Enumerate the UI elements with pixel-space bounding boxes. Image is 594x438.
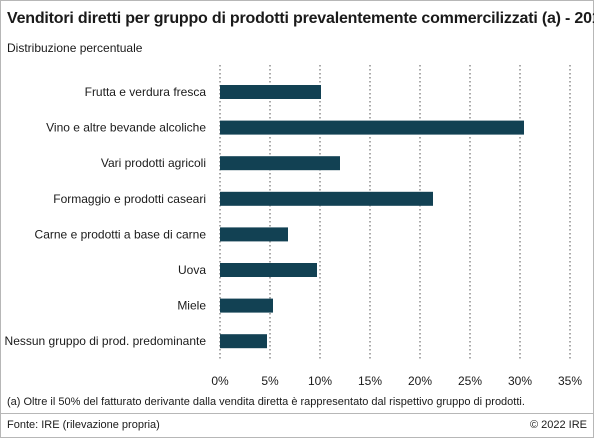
bar	[220, 85, 321, 99]
x-tick-label: 5%	[261, 374, 279, 388]
bar	[220, 334, 267, 349]
chart-subtitle: Distribuzione percentuale	[7, 41, 143, 55]
bar	[220, 227, 288, 242]
grid-lines	[219, 65, 571, 361]
category-label: Frutta e verdura fresca	[85, 85, 207, 99]
x-tick-labels: 0% 5% 10% 15% 20% 25% 30% 35%	[211, 374, 582, 388]
category-label: Formaggio e prodotti caseari	[53, 192, 206, 206]
x-tick-label: 0%	[211, 374, 229, 388]
bar-chart: Frutta e verdura fresca Vino e altre beva…	[5, 65, 582, 388]
x-tick-label: 25%	[458, 374, 482, 388]
bar	[220, 156, 340, 171]
copyright-text: © 2022 IRE	[529, 419, 587, 431]
x-tick-label: 30%	[508, 374, 532, 388]
category-labels: Frutta e verdura fresca Vino e altre beva…	[5, 85, 207, 348]
divider	[1, 413, 593, 414]
category-label: Uova	[178, 263, 206, 277]
chart-title: Venditori diretti per gruppo di prodotti…	[7, 10, 594, 27]
source-text: Fonte: IRE (rilevazione propria)	[7, 419, 160, 431]
category-label: Vari prodotti agricoli	[101, 156, 206, 170]
bar	[220, 120, 524, 135]
category-label: Carne e prodotti a base di carne	[35, 227, 207, 241]
bar	[220, 263, 317, 277]
bar	[220, 298, 273, 313]
category-label: Nessun gruppo di prod. predominante	[5, 334, 207, 348]
x-tick-label: 20%	[408, 374, 432, 388]
category-label: Miele	[177, 299, 206, 313]
x-tick-label: 10%	[308, 374, 332, 388]
bar	[220, 191, 433, 206]
footnote: (a) Oltre il 50% del fatturato derivante…	[7, 396, 525, 408]
bars	[220, 85, 524, 349]
category-label: Vino e altre bevande alcoliche	[46, 121, 206, 135]
x-tick-label: 35%	[558, 374, 582, 388]
x-tick-label: 15%	[358, 374, 382, 388]
